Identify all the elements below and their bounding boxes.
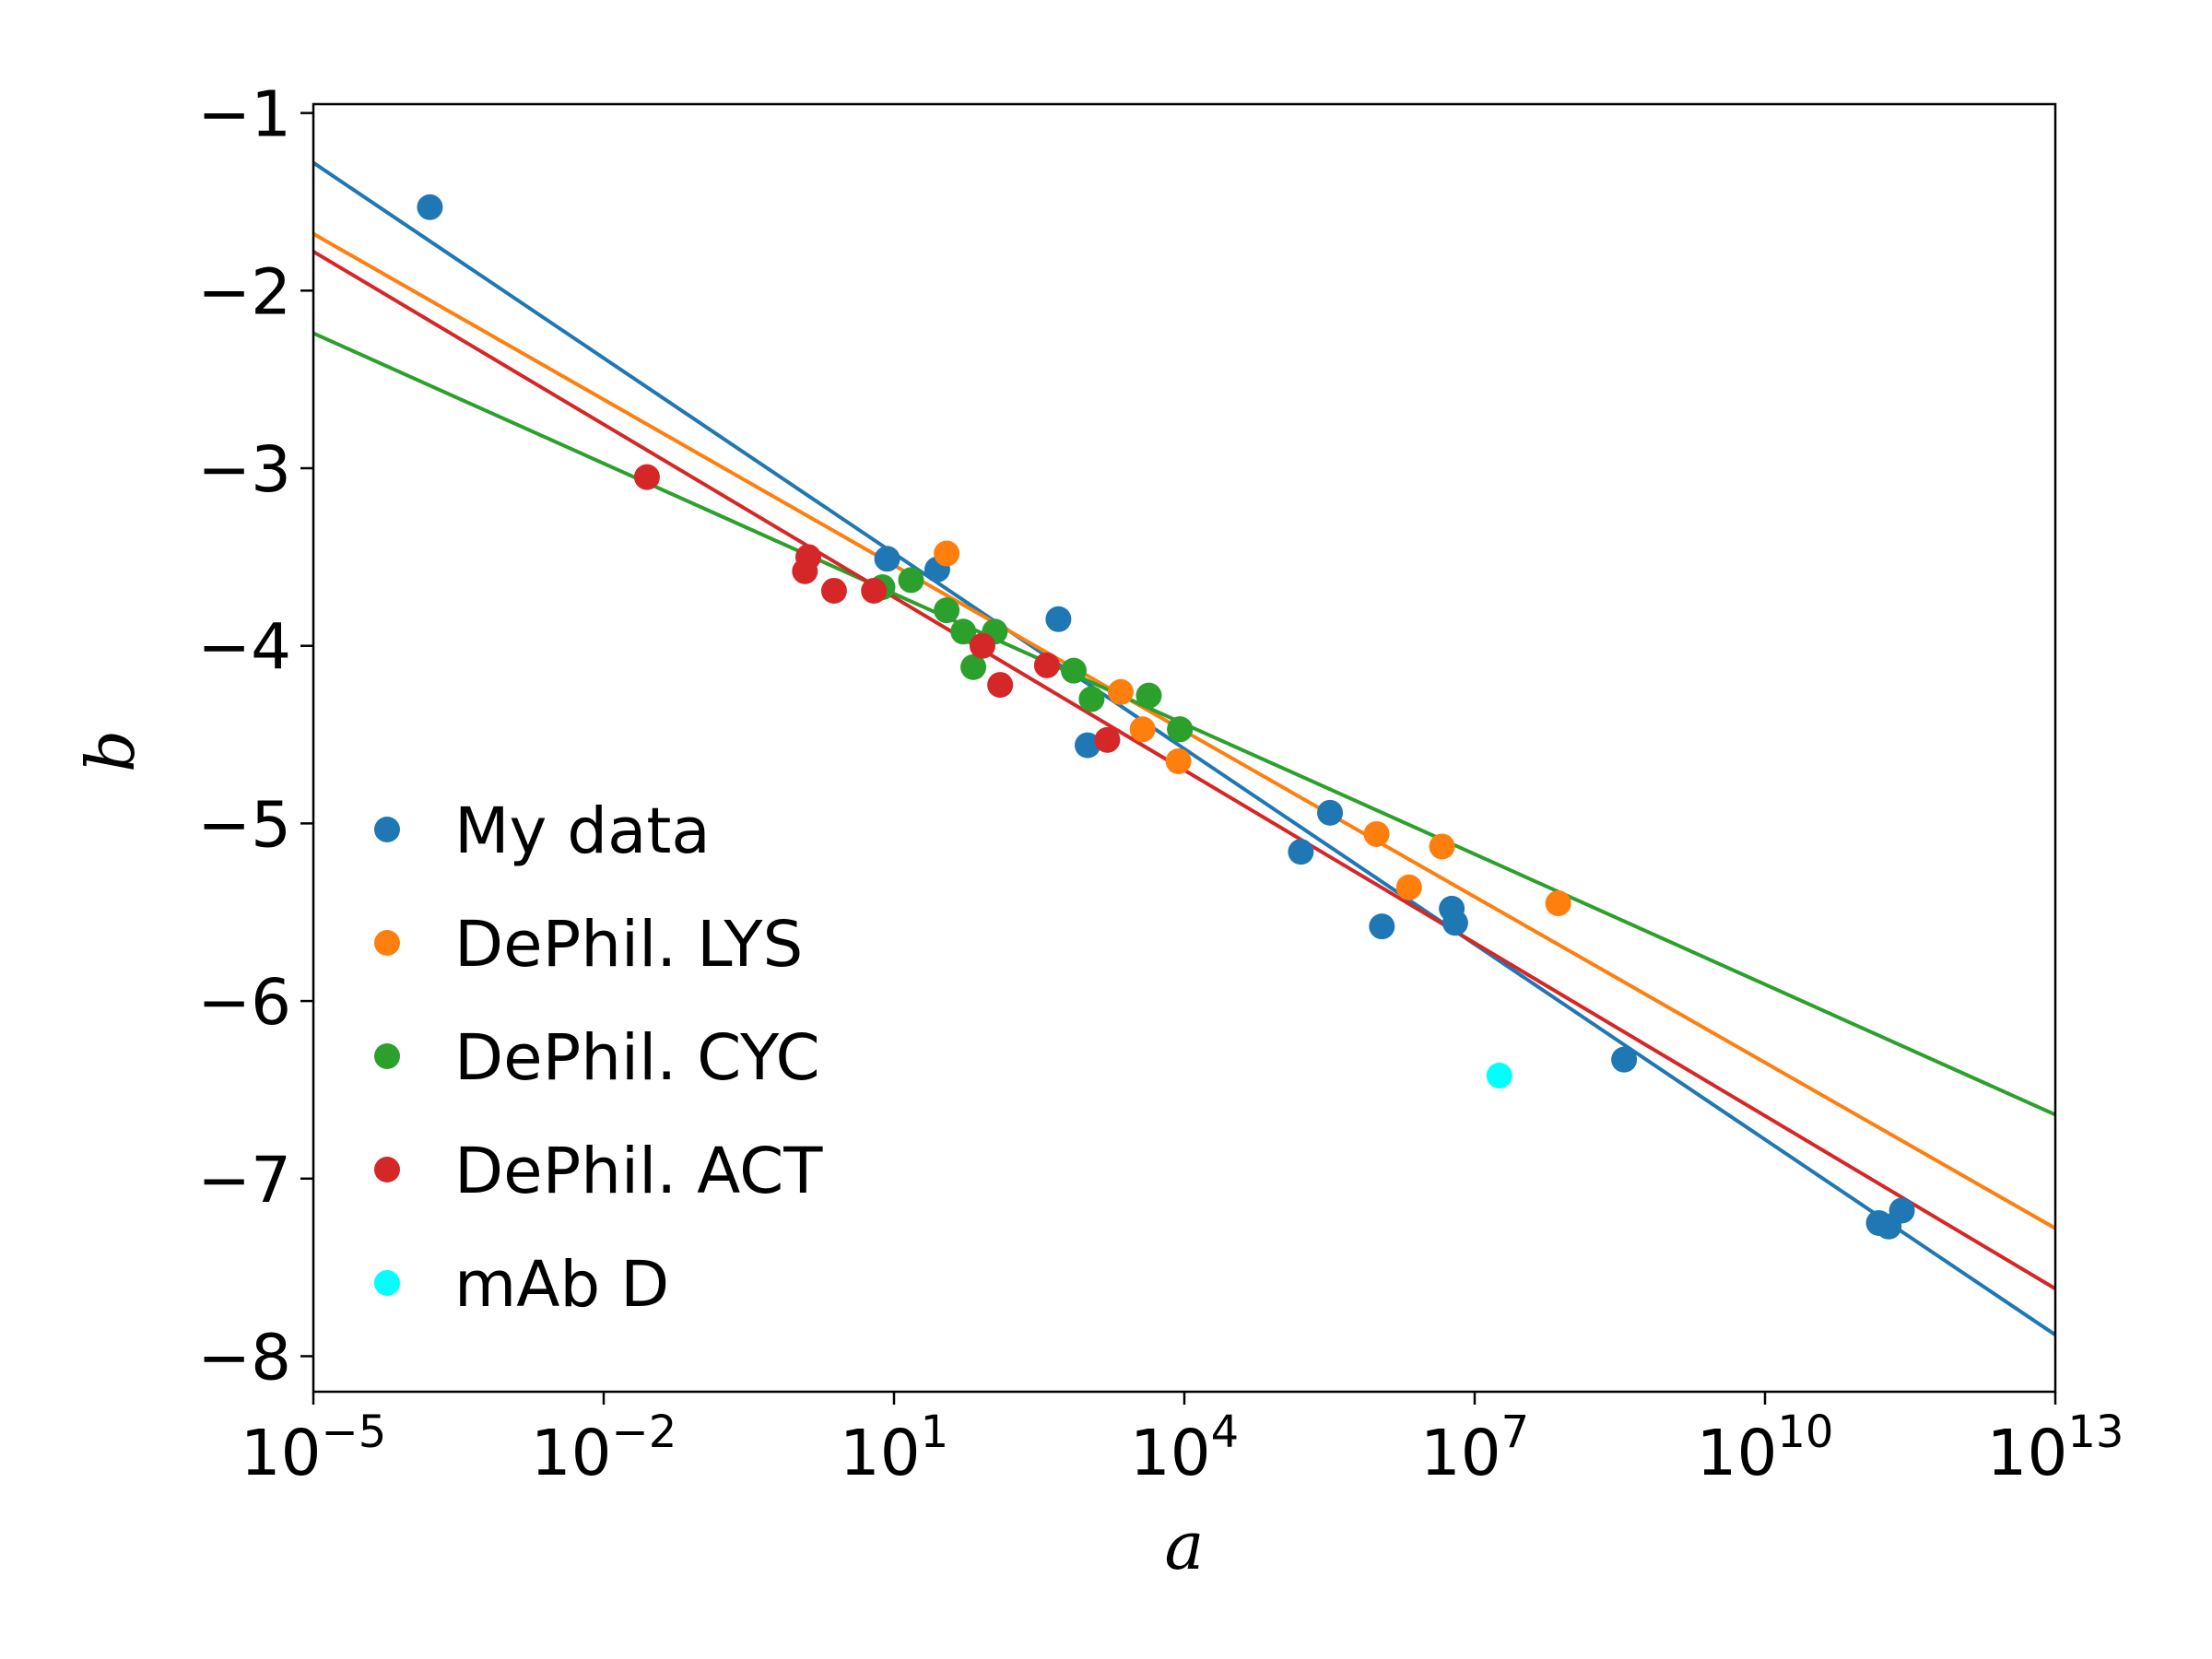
data-point-series-4-0 (1486, 1063, 1512, 1089)
data-point-series-0-1 (874, 546, 900, 572)
y-tick-label: −6 (197, 966, 291, 1040)
data-point-series-3-8 (1094, 726, 1121, 753)
x-tick-label: 101 (840, 1406, 948, 1490)
data-point-series-3-7 (1033, 652, 1060, 678)
legend-label-2: DePhil. CYC (454, 1021, 820, 1095)
data-point-series-0-0 (417, 194, 443, 220)
y-tick-label: −1 (197, 78, 291, 152)
data-point-series-0-8 (1369, 913, 1395, 940)
legend-marker-0 (374, 817, 400, 842)
x-tick-label: 10−2 (531, 1406, 677, 1490)
data-point-series-0-7 (1317, 799, 1344, 826)
data-point-series-1-0 (934, 540, 960, 567)
data-point-series-2-1 (898, 567, 924, 594)
y-tick-label: −8 (197, 1321, 291, 1394)
y-tick-label: −4 (197, 611, 291, 685)
data-point-series-0-10 (1441, 910, 1468, 936)
legend-label-1: DePhil. LYS (454, 908, 803, 982)
x-tick-label: 10−5 (241, 1406, 387, 1490)
data-points (417, 194, 1915, 1240)
x-axis-label: a (1165, 1507, 1205, 1584)
data-point-series-0-3 (1045, 606, 1072, 632)
data-point-series-2-4 (960, 653, 987, 680)
data-point-series-1-3 (1165, 747, 1192, 774)
data-point-series-3-4 (861, 577, 888, 604)
data-point-series-1-1 (1107, 678, 1134, 705)
y-axis: −1 −2 −3 −4 −5 −6 −7 −8 (197, 78, 313, 1394)
data-point-series-2-9 (1167, 716, 1194, 743)
legend-label-0: My data (454, 794, 711, 868)
y-tick-label: −3 (197, 433, 291, 507)
legend-marker-2 (374, 1043, 400, 1069)
data-point-series-3-0 (633, 464, 660, 490)
data-point-series-2-6 (1061, 657, 1088, 684)
data-point-series-3-2 (792, 558, 818, 584)
y-tick-label: −2 (197, 255, 291, 329)
data-point-series-1-4 (1363, 820, 1390, 847)
y-axis-label: b (72, 730, 149, 772)
x-axis: 10−5 10−2 101 104 107 1010 1013 (241, 1392, 2124, 1490)
x-tick-label: 107 (1420, 1406, 1529, 1490)
legend: My data DePhil. LYS DePhil. CYC DePhil. ACT… (374, 794, 823, 1322)
data-point-series-3-5 (969, 632, 995, 659)
data-point-series-3-3 (820, 577, 847, 604)
data-point-series-0-6 (1288, 839, 1314, 865)
y-tick-label: −7 (197, 1144, 291, 1218)
data-point-series-1-5 (1395, 874, 1422, 900)
legend-marker-4 (374, 1270, 400, 1296)
data-point-series-1-6 (1429, 833, 1455, 860)
fit-line-series-0 (313, 160, 2055, 1336)
data-point-series-2-7 (1078, 686, 1105, 712)
legend-label-3: DePhil. ACT (454, 1135, 823, 1208)
legend-marker-1 (374, 930, 400, 956)
data-point-series-0-11 (1611, 1046, 1638, 1073)
data-point-series-3-6 (987, 672, 1014, 699)
x-tick-label: 104 (1130, 1406, 1239, 1490)
data-point-series-2-8 (1135, 682, 1162, 709)
x-tick-label: 1013 (1987, 1406, 2124, 1490)
data-point-series-1-2 (1129, 716, 1156, 743)
y-tick-label: −5 (197, 788, 291, 862)
data-point-series-2-2 (934, 597, 960, 624)
legend-marker-3 (374, 1157, 400, 1182)
data-point-series-0-4 (1075, 732, 1100, 759)
data-point-series-0-14 (1888, 1197, 1915, 1224)
data-point-series-2-3 (950, 618, 977, 645)
data-point-series-1-7 (1545, 890, 1571, 917)
legend-label-4: mAb D (454, 1248, 669, 1322)
x-tick-label: 1010 (1697, 1406, 1834, 1490)
